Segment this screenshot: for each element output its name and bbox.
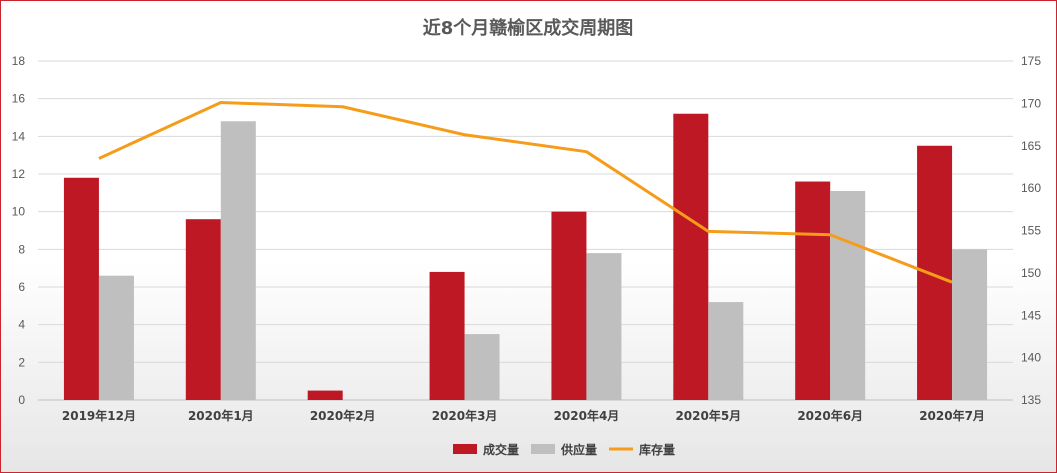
bar-deals [185, 219, 221, 400]
bar-deals [795, 181, 831, 400]
left-tick-label: 18 [12, 54, 26, 68]
bar-supply [586, 253, 622, 400]
right-tick-label: 160 [1021, 181, 1041, 195]
x-tick-label: 2020年4月 [554, 408, 620, 423]
legend-swatch [531, 444, 555, 454]
bar-deals [917, 145, 953, 400]
left-tick-label: 0 [18, 393, 25, 407]
right-axis-ticks: 135 140 145 150 155 160 165 170 175 [1021, 54, 1041, 407]
legend: 成交量 供应量 库存量 [453, 442, 675, 457]
legend-label: 库存量 [639, 442, 675, 457]
line-inventory [98, 101, 953, 284]
right-tick-label: 165 [1021, 139, 1041, 153]
x-tick-label: 2020年3月 [432, 408, 498, 423]
line-series [98, 101, 953, 284]
left-axis-ticks: 0 2 4 6 8 10 12 14 16 18 [12, 54, 26, 407]
bar-supply [464, 334, 500, 400]
bar-supply [220, 121, 256, 401]
left-tick-label: 14 [12, 129, 26, 143]
bar-supply [830, 190, 866, 400]
x-tick-label: 2020年1月 [188, 408, 254, 423]
left-tick-label: 8 [18, 242, 25, 256]
right-tick-label: 135 [1021, 393, 1041, 407]
right-tick-label: 145 [1021, 308, 1041, 322]
bar-deals [307, 390, 343, 400]
bar-deals [63, 177, 99, 400]
right-tick-label: 155 [1021, 224, 1041, 238]
bar-supply [952, 249, 988, 400]
bar-supply [98, 275, 134, 400]
x-tick-label: 2020年6月 [797, 408, 863, 423]
x-tick-label: 2019年12月 [62, 408, 136, 423]
chart-title: 近8个月赣榆区成交周期图 [423, 17, 634, 39]
bar-series [63, 113, 988, 401]
x-tick-label: 2020年5月 [675, 408, 741, 423]
legend-label: 成交量 [483, 442, 519, 457]
right-tick-label: 170 [1021, 96, 1041, 110]
gridlines [38, 60, 1013, 401]
left-tick-label: 10 [12, 205, 26, 219]
left-tick-label: 12 [12, 167, 26, 181]
x-axis-ticks: 2019年12月 2020年1月 2020年2月 2020年3月 2020年4月 2020… [62, 408, 985, 423]
bar-deals [551, 211, 587, 400]
right-tick-label: 150 [1021, 266, 1041, 280]
bar-deals [673, 113, 709, 400]
x-tick-label: 2020年7月 [919, 408, 985, 423]
left-tick-label: 4 [18, 318, 25, 332]
right-tick-label: 175 [1021, 54, 1041, 68]
left-tick-label: 16 [12, 92, 26, 106]
x-tick-label: 2020年2月 [310, 408, 376, 423]
left-tick-label: 6 [18, 280, 25, 294]
legend-label: 供应量 [560, 442, 597, 457]
bar-deals [429, 271, 465, 400]
right-tick-label: 140 [1021, 351, 1041, 365]
bar-supply [708, 302, 744, 400]
legend-swatch [453, 444, 477, 454]
left-tick-label: 2 [18, 355, 25, 369]
